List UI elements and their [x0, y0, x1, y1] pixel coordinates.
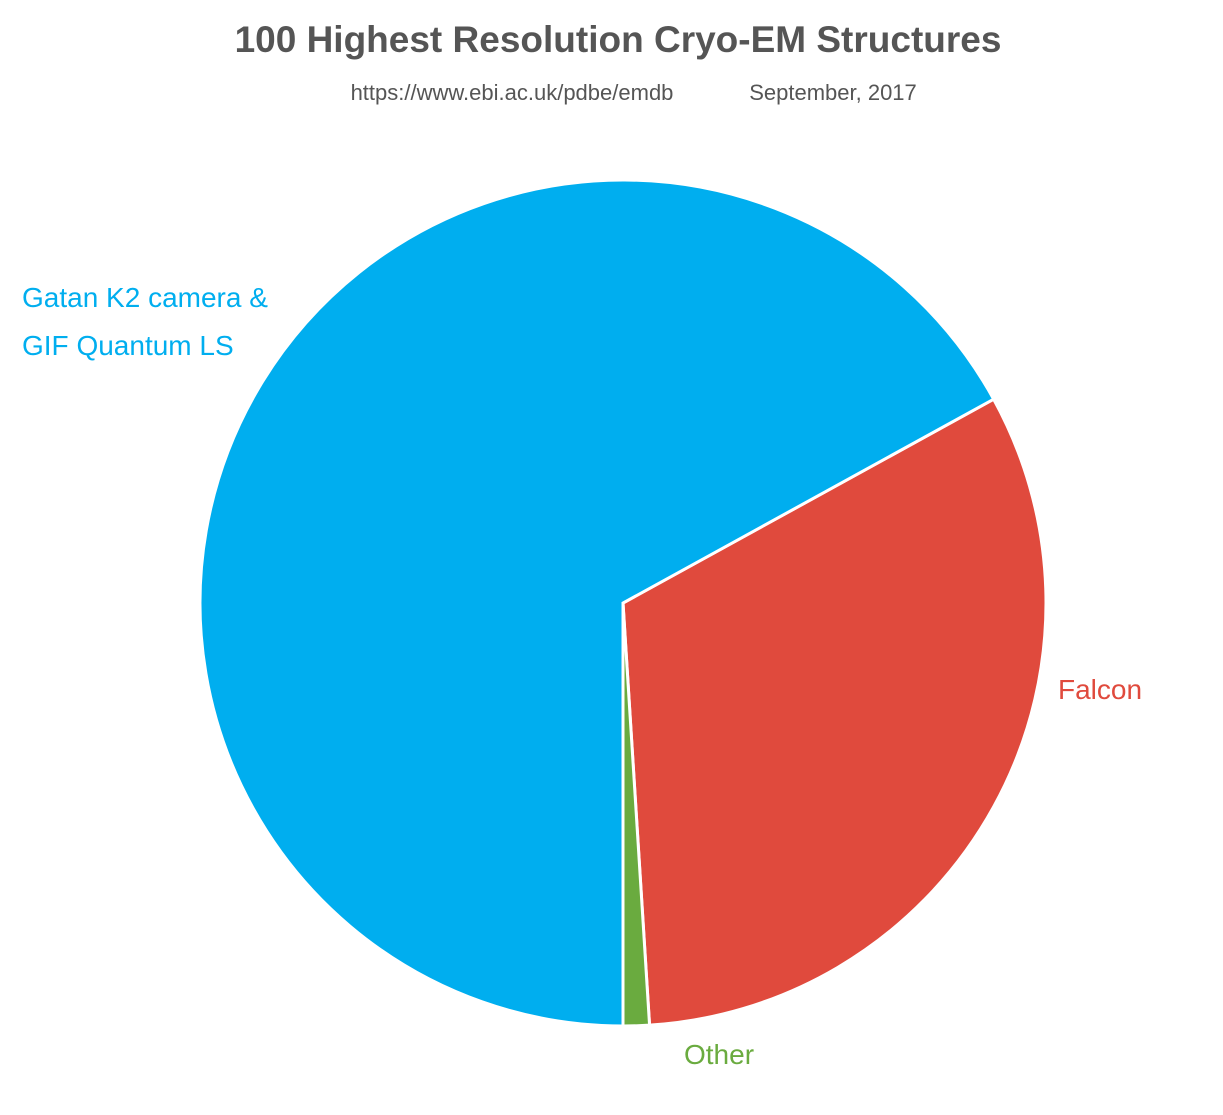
- slice-label: Falcon: [1058, 674, 1143, 705]
- pie-slice: [621, 397, 1048, 1027]
- chart-title: 100 Highest Resolution Cryo-EM Structure…: [235, 19, 1002, 60]
- slice-label: Gatan K2 camera & GIF Quantum LS: [22, 282, 268, 361]
- pie: [198, 178, 1048, 1028]
- slice-label: Other: [684, 1039, 755, 1070]
- pie-slice: [198, 178, 996, 1028]
- chart-date: September, 2017: [749, 80, 917, 105]
- chart-subtitle: https://www.ebi.ac.uk/pdbe/emdb: [351, 80, 674, 105]
